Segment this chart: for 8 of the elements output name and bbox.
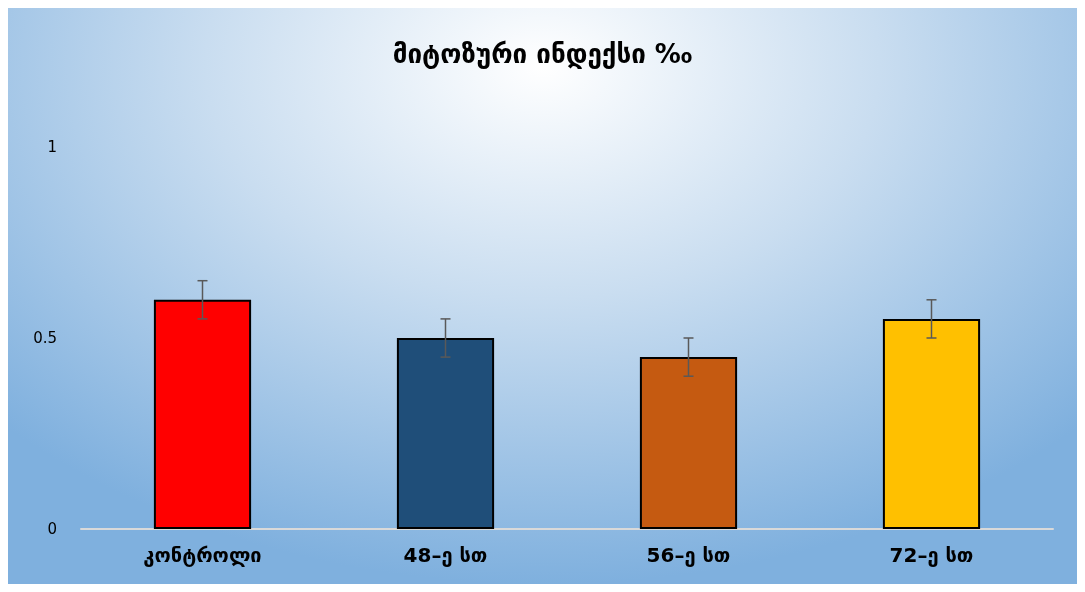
y-tick-label: 1 bbox=[47, 138, 57, 156]
y-tick-label: 0 bbox=[47, 520, 57, 538]
chart-title: მიტოზური ინდექსი ‰ bbox=[392, 39, 693, 69]
y-tick-label: 0.5 bbox=[33, 329, 57, 347]
x-tick-label: 56–ე სთ bbox=[646, 543, 731, 567]
x-tick-label: 72–ე სთ bbox=[889, 543, 974, 567]
x-tick-label: 48–ე სთ bbox=[403, 543, 488, 567]
x-tick-label: კონტროლი bbox=[143, 543, 262, 567]
